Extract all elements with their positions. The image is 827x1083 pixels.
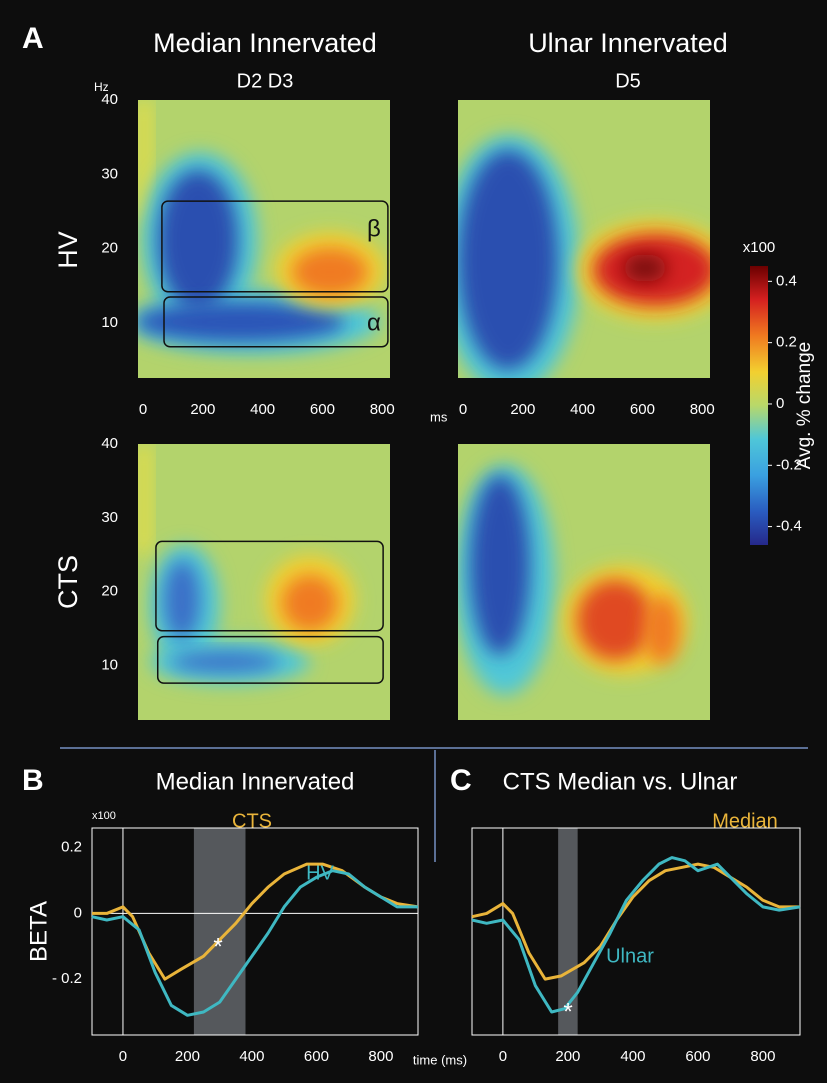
annotation: * [563,998,572,1025]
x-tick-label: 0 [459,401,467,418]
heatmap-image [440,100,733,395]
x-tick-label: 800 [750,1048,775,1065]
y-tick-label: 40 [101,435,118,452]
heatmap-image [130,100,390,378]
x-tick-label: 200 [190,401,215,418]
panel-label: B [22,764,44,797]
x-tick-label: 800 [690,401,715,418]
x-tick-label: 400 [250,401,275,418]
y-tick-label: - 0.2 [52,970,82,987]
x-tick-label: 600 [685,1048,710,1065]
x-tick-label: 600 [630,401,655,418]
x-axis-label: time (ms) [413,1052,467,1067]
series-label: Median [712,810,778,832]
y-tick-label: 30 [101,165,118,182]
row-label: CTS [53,555,83,609]
panel-label: A [22,22,44,55]
y-tick-label: 10 [101,656,118,673]
chart-title: Median Innervated [156,768,355,795]
series-label: HV [306,862,334,884]
y-tick-label: 20 [101,240,118,257]
y-tick-label: 30 [101,509,118,526]
x-axis-label: ms [430,409,448,424]
y-axis-unit: x100 [92,810,116,822]
panel-label: C [450,764,472,797]
colorbar-tick-label: -0.4 [776,518,802,535]
x-tick-label: 200 [175,1048,200,1065]
column-subtitle: D2 D3 [237,70,294,92]
column-title: Ulnar Innervated [528,28,728,58]
x-tick-label: 800 [370,401,395,418]
colorbar-unit: x100 [743,239,776,256]
x-tick-label: 800 [368,1048,393,1065]
x-tick-label: 400 [620,1048,645,1065]
y-axis-label: BETA [25,901,52,962]
y-axis-label: Hz [94,80,109,94]
x-tick-label: 600 [304,1048,329,1065]
x-tick-label: 200 [510,401,535,418]
x-tick-label: 600 [310,401,335,418]
series-label: CTS [232,810,272,832]
page: A B C Median Innervated D2 D3 Ulnar Inne… [0,0,827,1083]
x-tick-label: 0 [499,1048,507,1065]
colorbar-label: Avg. % change [794,342,815,469]
x-tick-label: 400 [570,401,595,418]
colorbar-tick-label: 0.4 [776,272,797,289]
column-subtitle: D5 [615,70,641,92]
x-tick-label: 200 [555,1048,580,1065]
x-tick-label: 400 [239,1048,264,1065]
heatmap-image [138,444,390,720]
chart-title: CTS Median vs. Ulnar [503,768,738,795]
figure: A B C Median Innervated D2 D3 Ulnar Inne… [0,0,827,1083]
shaded-region [194,828,246,1035]
column-title: Median Innervated [153,28,377,58]
x-tick-label: 0 [119,1048,127,1065]
band-label: β [367,215,381,242]
y-tick-label: 20 [101,583,118,600]
annotation: * [213,933,222,960]
colorbar [750,266,768,545]
series-label: Ulnar [606,945,654,967]
y-tick-label: 10 [101,314,118,331]
x-tick-label: 0 [139,401,147,418]
y-tick-label: 0 [74,904,82,921]
row-label: HV [53,231,83,269]
y-tick-label: 0.2 [61,839,82,856]
colorbar-tick-label: 0 [776,395,784,412]
heatmap-image [455,444,710,720]
band-label: α [367,310,381,337]
